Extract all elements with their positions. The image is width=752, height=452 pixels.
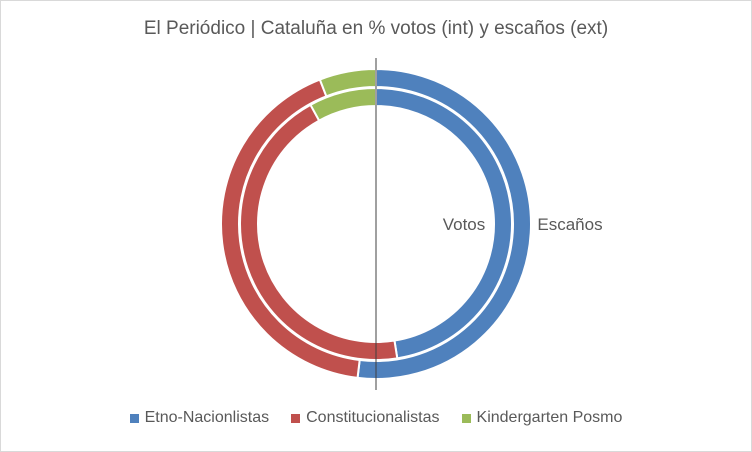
- legend-item-etno: Etno-Nacionlistas: [129, 409, 270, 427]
- votos-ring-label: Votos: [443, 215, 486, 234]
- legend: Etno-Nacionlistas Constitucionalistas Ki…: [0, 409, 752, 427]
- chart-title: El Periódico | Cataluña en % votos (int)…: [143, 18, 609, 39]
- legend-swatch-constitucionalistas: [291, 413, 301, 423]
- legend-item-constitucionalistas: Constitucionalistas: [291, 409, 440, 427]
- escanos-ring-label: Escaños: [537, 215, 602, 234]
- legend-swatch-etno: [129, 413, 139, 423]
- legend-label-constitucionalistas: Constitucionalistas: [306, 409, 440, 426]
- legend-label-etno: Etno-Nacionlistas: [144, 409, 270, 426]
- legend-item-kindergarten: Kindergarten Posmo: [461, 409, 623, 427]
- legend-swatch-kindergarten: [461, 413, 471, 423]
- rings-group: [220, 67, 532, 380]
- legend-label-kindergarten: Kindergarten Posmo: [476, 409, 623, 426]
